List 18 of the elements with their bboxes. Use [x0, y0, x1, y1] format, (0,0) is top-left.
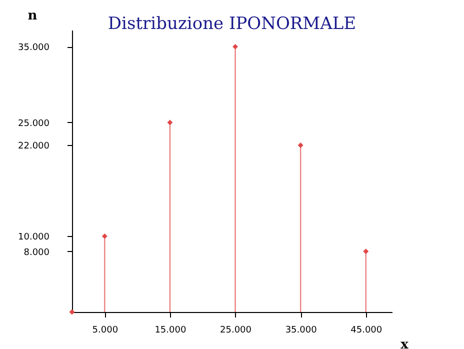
- point: [232, 44, 238, 50]
- y-axis-title: n: [28, 8, 38, 24]
- x-tick-label: 45.000: [350, 326, 382, 336]
- chart-title: Distribuzione IPONORMALE: [108, 14, 356, 34]
- point: [102, 233, 108, 239]
- x-tick-label: 25.000: [220, 326, 252, 336]
- x-axis-title: x: [400, 338, 409, 349]
- x-tick-label: 15.000: [154, 326, 186, 336]
- y-tick-label: 25.000: [18, 118, 50, 129]
- x-tick-label: 5.000: [92, 326, 118, 336]
- point: [167, 120, 173, 126]
- y-tick-label: 22.000: [18, 142, 50, 152]
- x-tick-label: 35.000: [285, 326, 318, 336]
- y-tick-label: 35.000: [18, 43, 50, 54]
- point: [363, 248, 369, 254]
- y-tick-label: 8.000: [24, 248, 50, 258]
- point: [298, 142, 304, 148]
- y-tick-label: 10.000: [18, 232, 50, 243]
